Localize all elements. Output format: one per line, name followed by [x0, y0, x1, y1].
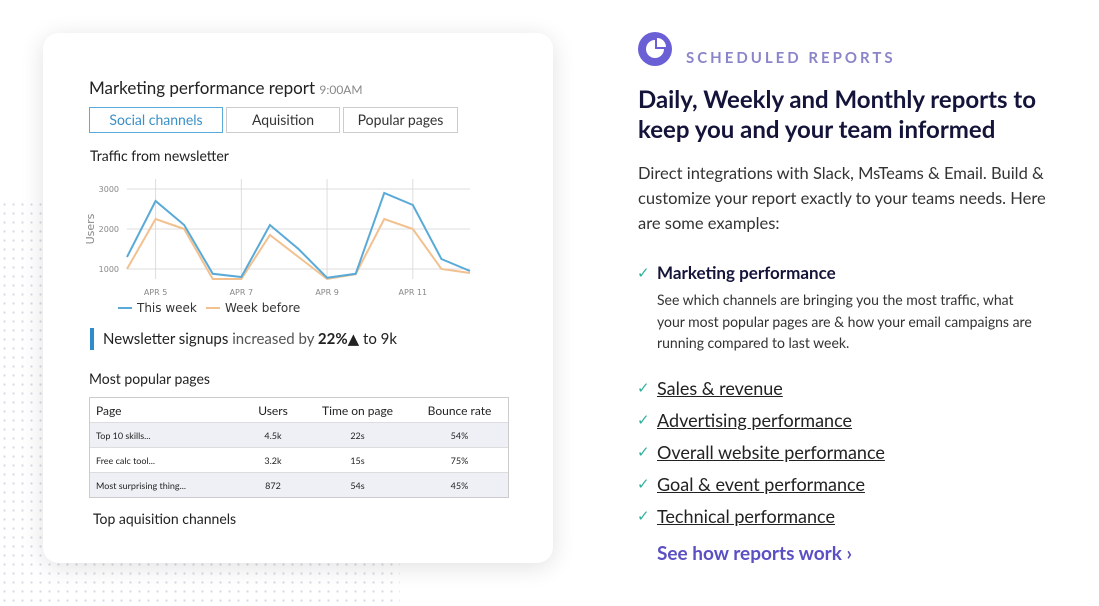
summary-rest: to 9k: [363, 330, 398, 348]
check-icon: ✓: [637, 475, 650, 493]
accent-bar: [90, 328, 94, 350]
time: 9:00AM: [319, 82, 363, 97]
cell: Free calc tool...: [90, 447, 242, 473]
check-icon: ✓: [637, 507, 650, 525]
column-header: Page: [96, 402, 122, 418]
tab[interactable]: Aquisition: [226, 107, 340, 133]
report-title: Marketing performance report 9:00AM: [89, 77, 363, 98]
item-title: Marketing performance: [657, 262, 836, 283]
x-tick-label: APR 9: [315, 288, 339, 297]
column-header: Time on page: [322, 402, 393, 418]
table-box: Page Users Time on page Bounce rate Top 10 s…: [89, 397, 509, 498]
pie-icon: [638, 32, 672, 66]
cell: 54%: [411, 422, 508, 448]
y-tick-label: 1000: [99, 265, 119, 274]
item-text: See which channels are bringing you the …: [657, 291, 1032, 351]
line: [126, 217, 471, 281]
cell: 54s: [304, 472, 411, 497]
y-tick-label: 3000: [99, 185, 119, 194]
line: [126, 191, 471, 279]
x-tick-label: APR 5: [144, 288, 168, 297]
intro: Direct integrations with Slack, MsTeams …: [638, 163, 1046, 233]
x-tick-label: APR 11: [399, 288, 428, 297]
x-tick-label: APR 7: [230, 288, 254, 297]
check-icon: ✓: [637, 411, 650, 429]
cell: 4.5k: [242, 422, 304, 448]
tab[interactable]: Social channels: [89, 107, 223, 133]
chart: 1000 2000 3000 APR 5 APR 7 APR 9 APR 11 Users Th…: [84, 179, 471, 315]
row: Most surprising thing... 872 54s 45%: [90, 472, 508, 497]
cta-link[interactable]: See how reports work ›: [657, 542, 853, 565]
cell: 75%: [411, 447, 508, 473]
cell: Top 10 skills...: [90, 422, 242, 448]
y-axis-label: Users: [84, 213, 97, 244]
row: Top 10 skills... 4.5k 22s 54%: [90, 422, 508, 448]
check-icon: ✓: [637, 443, 650, 461]
cell: Most surprising thing...: [90, 472, 242, 497]
table-title: Most popular pages: [89, 370, 210, 387]
feature-link[interactable]: Technical performance: [657, 505, 835, 527]
check-icon: ✓: [637, 264, 650, 282]
column-header: Users: [258, 402, 288, 418]
y-tick-label: 2000: [99, 225, 119, 234]
feature-link[interactable]: Advertising performance: [657, 409, 853, 431]
feature-link[interactable]: Goal & event performance: [657, 473, 865, 495]
eyebrow: SCHEDULED REPORTS: [686, 49, 896, 67]
cell: 3.2k: [242, 447, 304, 473]
feature-link[interactable]: Overall website performance: [657, 441, 885, 463]
tab[interactable]: Popular pages: [343, 107, 458, 133]
cell: 45%: [411, 472, 508, 497]
row: Free calc tool... 3.2k 15s 75%: [90, 447, 508, 473]
summary: Newsletter signups increased by 22%▲ to …: [103, 330, 397, 348]
feature-link[interactable]: Sales & revenue: [657, 377, 783, 399]
cell: 872: [242, 472, 304, 497]
check-icon: ✓: [637, 379, 650, 397]
legend-label: This week: [136, 301, 197, 315]
title: Marketing performance report: [89, 77, 316, 98]
cell: 15s: [304, 447, 411, 473]
summary-text: increased by: [232, 330, 315, 348]
column-header: Bounce rate: [427, 402, 492, 418]
table: Page Users Time on page Bounce rate Top 10 s…: [90, 398, 508, 497]
heading: Daily, Weekly and Monthly reports to kee…: [638, 85, 1037, 144]
change: 22%▲: [317, 330, 360, 348]
chart-title: Traffic from newsletter: [90, 147, 229, 164]
header-row: Page Users Time on page Bounce rate: [90, 398, 508, 423]
section-title: Top aquisition channels: [93, 510, 237, 527]
legend-label: Week before: [225, 301, 300, 315]
cell: 22s: [304, 422, 411, 448]
metric: Newsletter signups: [103, 330, 229, 348]
